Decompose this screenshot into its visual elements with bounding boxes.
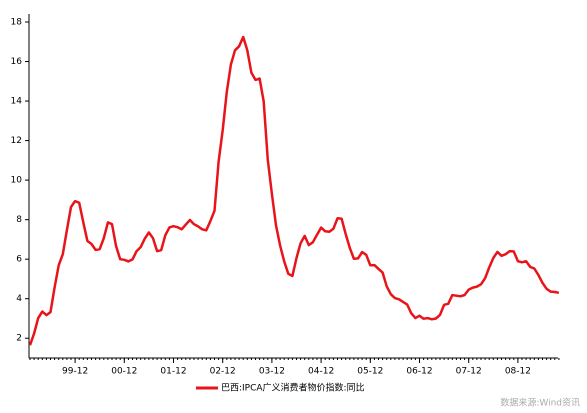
y-tick-label: 18 xyxy=(11,18,23,28)
y-tick-label: 6 xyxy=(16,255,22,265)
y-tick-label: 8 xyxy=(16,215,22,225)
source-note: 数据来源:Wind资讯 xyxy=(500,397,580,409)
x-tick-label: 99-12 xyxy=(62,367,88,377)
y-tick-label: 10 xyxy=(11,176,23,186)
x-tick-label: 03-12 xyxy=(259,367,285,377)
x-tick-label: 05-12 xyxy=(357,367,383,377)
x-tick-label: 01-12 xyxy=(160,367,186,377)
legend-label: 巴西:IPCA广义消费者物价指数:同比 xyxy=(221,382,365,394)
y-tick-label: 2 xyxy=(16,334,22,344)
y-tick-label: 4 xyxy=(16,294,22,304)
x-tick-label: 07-12 xyxy=(456,367,482,377)
x-tick-label: 02-12 xyxy=(210,367,236,377)
x-tick-label: 04-12 xyxy=(308,367,334,377)
y-tick-label: 16 xyxy=(11,57,23,67)
x-tick-label: 08-12 xyxy=(505,367,531,377)
x-tick-label: 00-12 xyxy=(111,367,137,377)
data-line xyxy=(28,35,560,346)
y-tick-label: 12 xyxy=(11,136,22,146)
y-tick-label: 14 xyxy=(11,97,23,107)
x-tick-label: 06-12 xyxy=(406,367,432,377)
